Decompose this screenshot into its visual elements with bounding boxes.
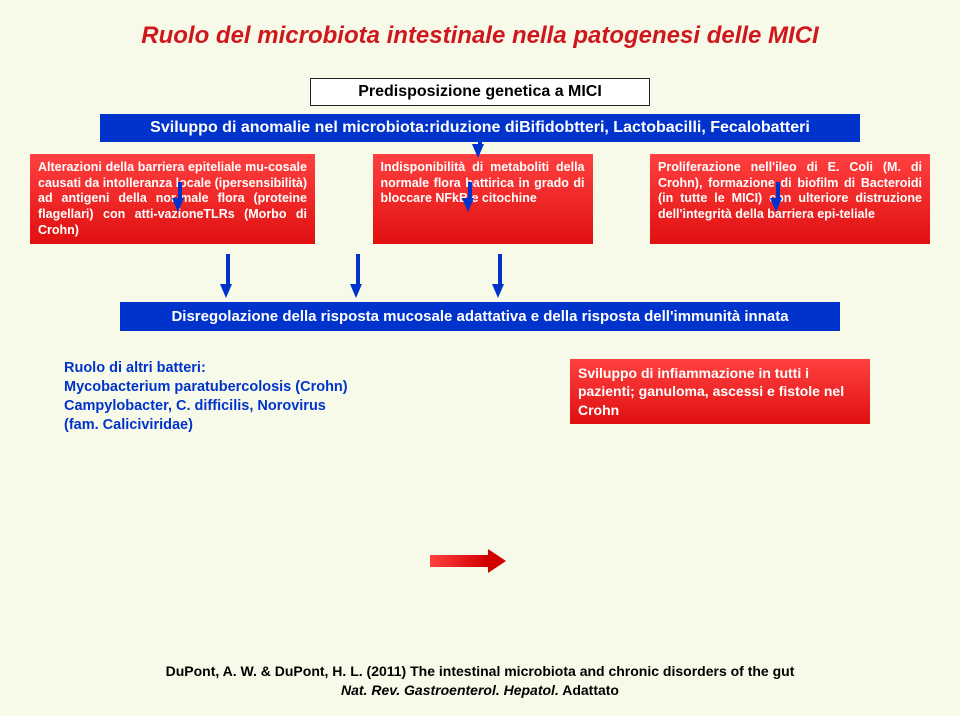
arrow-shaft [226, 254, 230, 286]
arrow-down-icon [770, 198, 782, 212]
box-ruolo-batteri: Ruolo di altri batteri:Mycobacterium par… [64, 359, 424, 434]
arrow-down-icon [172, 198, 184, 212]
arrow-down-icon [462, 198, 474, 212]
disreg-wrap: Disregolazione della risposta mucosale a… [0, 302, 960, 331]
citation: DuPont, A. W. & DuPont, H. L. (2011) The… [0, 662, 960, 700]
red-row: Alterazioni della barriera epiteliale mu… [0, 154, 960, 244]
arrow-right-icon [488, 549, 506, 573]
bottom-row: Ruolo di altri batteri:Mycobacterium par… [0, 331, 960, 434]
arrow-down-icon [350, 284, 362, 298]
arrow-shaft [498, 254, 502, 286]
arrow-down-icon [220, 284, 232, 298]
box-genetic-predisposition: Predisposizione genetica a MICI [310, 78, 650, 106]
arrow-shaft [356, 254, 360, 286]
citation-journal: Nat. Rev. Gastroenterol. Hepatol. [341, 682, 559, 698]
citation-line1: DuPont, A. W. & DuPont, H. L. (2011) The… [166, 663, 795, 679]
arrow-down-icon [472, 144, 484, 158]
arrow-down-icon [492, 284, 504, 298]
box-sviluppo-infiammazione: Sviluppo di infiammazione in tutti i paz… [570, 359, 870, 424]
citation-rest: Adattato [559, 682, 619, 698]
box-disregolazione: Disregolazione della risposta mucosale a… [120, 302, 840, 331]
page-title: Ruolo del microbiota intestinale nella p… [0, 0, 960, 50]
box-indisponibilita: Indisponibilità di metaboliti della norm… [373, 154, 593, 244]
box-proliferazione: Proliferazione nell'ileo di E. Coli (M. … [650, 154, 930, 244]
arrow-h-bar [430, 555, 488, 567]
